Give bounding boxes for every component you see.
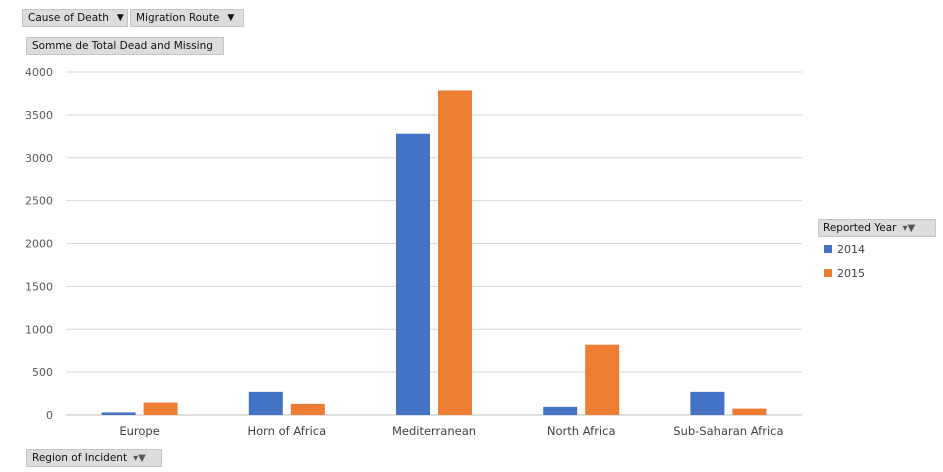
y-tick-label: 2500 xyxy=(25,195,53,208)
bar-2014 xyxy=(101,412,136,415)
y-tick-label: 1000 xyxy=(25,323,53,336)
legend-swatch-2015 xyxy=(824,269,832,277)
bar-2014 xyxy=(248,391,283,415)
x-category-label: Europe xyxy=(119,424,159,438)
axis-field-label: Region of Incident xyxy=(32,452,128,464)
y-tick-label: 500 xyxy=(32,366,53,379)
legend-field-button[interactable]: Reported Year ▾▼ xyxy=(818,219,936,237)
filter-icon[interactable]: ▾▼ xyxy=(902,222,916,234)
axis-field-button[interactable]: Region of Incident ▾▼ xyxy=(26,449,162,467)
y-tick-label: 0 xyxy=(46,409,53,422)
bar-2015 xyxy=(585,344,620,415)
bar-2014 xyxy=(396,133,430,416)
y-tick-label: 4000 xyxy=(25,66,53,79)
filter-cause-of-death[interactable]: Cause of Death ▼ xyxy=(22,9,128,27)
y-tick-label: 1500 xyxy=(25,280,53,293)
legend-item-2015: 2015 xyxy=(818,261,936,285)
filter-icon[interactable]: ▾▼ xyxy=(133,452,146,464)
value-field-button[interactable]: Somme de Total Dead and Missing xyxy=(26,37,224,55)
y-tick-label: 2000 xyxy=(25,238,53,251)
filter-migration-route[interactable]: Migration Route ▼ xyxy=(130,9,244,27)
bar-2015 xyxy=(732,408,767,415)
filter-label: Cause of Death xyxy=(28,12,109,24)
x-category-label: North Africa xyxy=(547,424,616,438)
bar-2014 xyxy=(543,406,578,415)
bar-2014 xyxy=(690,391,725,415)
legend-field-label: Reported Year xyxy=(823,222,897,234)
dropdown-caret-icon: ▼ xyxy=(227,13,235,23)
legend: Reported Year ▾▼ 2014 2015 xyxy=(818,219,936,285)
legend-label: 2015 xyxy=(837,266,865,280)
bar-2015 xyxy=(143,402,178,415)
x-category-label: Mediterranean xyxy=(392,424,476,438)
legend-item-2014: 2014 xyxy=(818,237,936,261)
y-tick-label: 3500 xyxy=(25,109,53,122)
filter-label: Migration Route xyxy=(136,12,220,24)
bar-2015 xyxy=(290,403,325,415)
dropdown-caret-icon: ▼ xyxy=(116,13,124,23)
y-tick-label: 3000 xyxy=(25,152,53,165)
legend-swatch-2014 xyxy=(824,245,832,253)
value-field-label: Somme de Total Dead and Missing xyxy=(32,40,213,52)
bar-2015 xyxy=(438,90,472,415)
x-category-label: Horn of Africa xyxy=(247,424,326,438)
legend-label: 2014 xyxy=(837,242,865,256)
x-category-label: Sub-Saharan Africa xyxy=(673,424,783,438)
